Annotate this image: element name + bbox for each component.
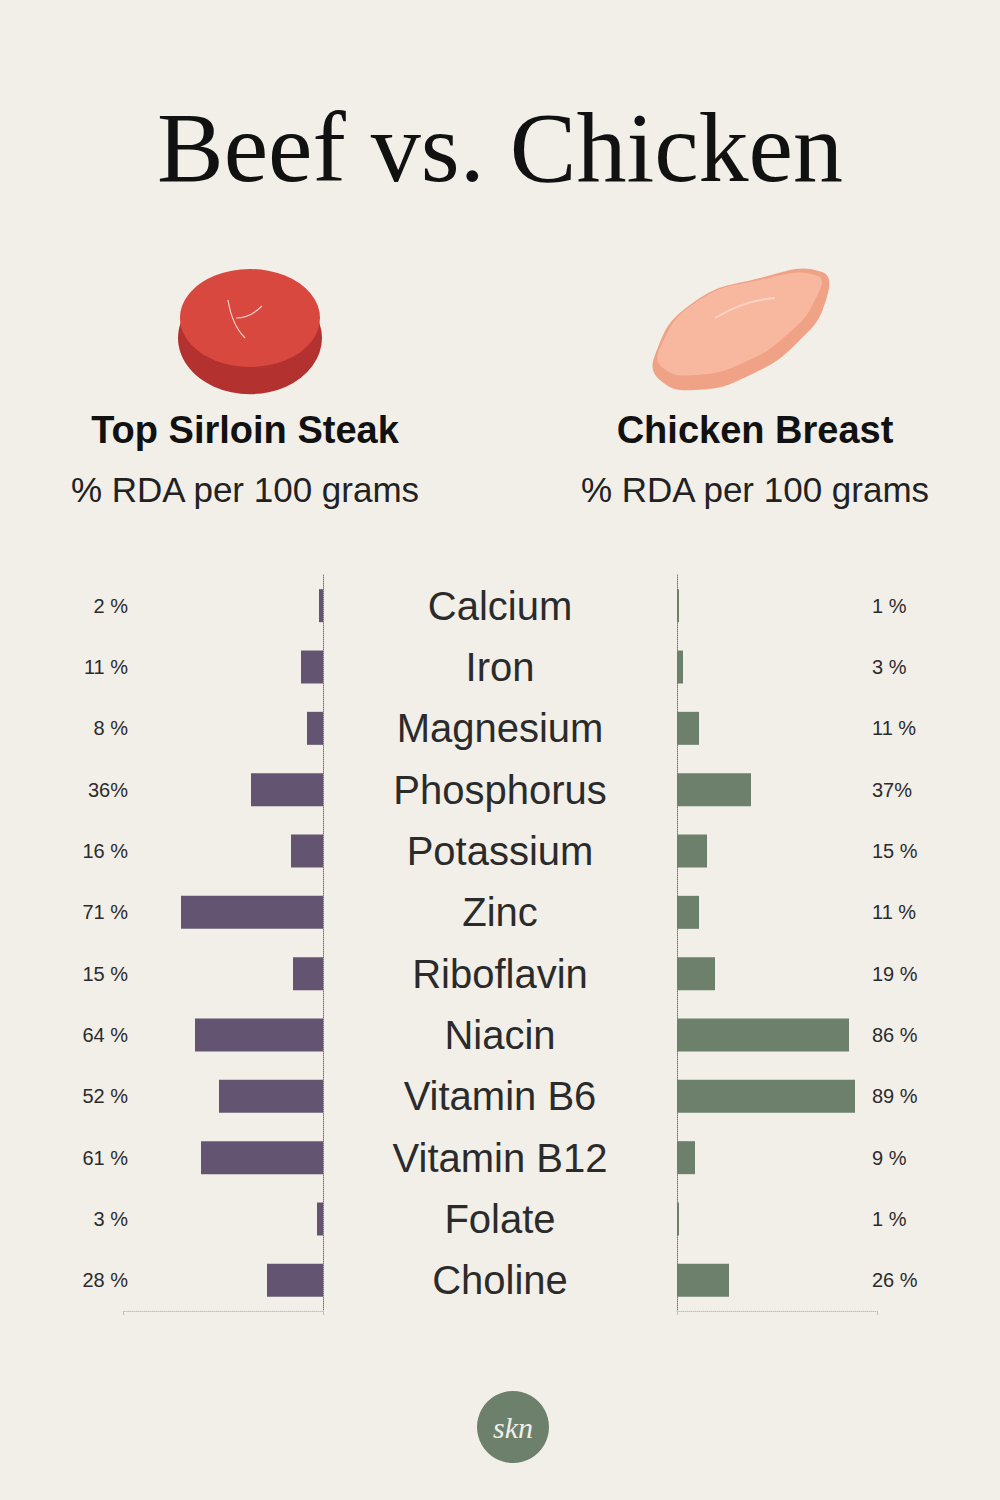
svg-text:2 %: 2 % [94,595,129,617]
svg-text:Vitamin B12: Vitamin B12 [393,1136,608,1180]
svg-text:% RDA per 100 grams: % RDA per 100 grams [71,470,419,509]
svg-text:skn: skn [493,1411,533,1444]
svg-text:11 %: 11 % [872,901,916,923]
svg-text:52 %: 52 % [82,1085,128,1107]
svg-text:Folate: Folate [444,1197,555,1241]
svg-text:Choline: Choline [432,1258,568,1302]
svg-text:Riboflavin: Riboflavin [412,952,588,996]
svg-text:37%: 37% [872,779,912,801]
svg-text:Niacin: Niacin [444,1013,555,1057]
svg-text:3 %: 3 % [94,1208,129,1230]
svg-text:Iron: Iron [466,645,535,689]
svg-text:Beef vs. Chicken: Beef vs. Chicken [157,92,843,203]
svg-text:9 %: 9 % [872,1147,907,1169]
svg-text:% RDA per 100 grams: % RDA per 100 grams [581,470,929,509]
svg-text:11 %: 11 % [84,656,128,678]
svg-text:Potassium: Potassium [407,829,594,873]
svg-text:28 %: 28 % [82,1269,128,1291]
svg-text:Top Sirloin Steak: Top Sirloin Steak [91,409,399,451]
svg-text:3 %: 3 % [872,656,907,678]
svg-text:89 %: 89 % [872,1085,918,1107]
svg-text:64 %: 64 % [82,1024,128,1046]
svg-text:86 %: 86 % [872,1024,918,1046]
svg-text:36%: 36% [88,779,128,801]
svg-text:16 %: 16 % [82,840,128,862]
svg-text:26 %: 26 % [872,1269,918,1291]
svg-text:1 %: 1 % [872,595,907,617]
svg-text:11 %: 11 % [872,717,916,739]
svg-text:61 %: 61 % [82,1147,128,1169]
svg-text:19 %: 19 % [872,963,918,985]
svg-text:Chicken Breast: Chicken Breast [617,409,894,451]
svg-text:Vitamin B6: Vitamin B6 [404,1074,597,1118]
svg-text:15 %: 15 % [872,840,918,862]
svg-text:Zinc: Zinc [462,890,538,934]
svg-text:71 %: 71 % [82,901,128,923]
svg-text:Magnesium: Magnesium [397,706,604,750]
svg-text:15 %: 15 % [82,963,128,985]
svg-text:Phosphorus: Phosphorus [393,768,606,812]
svg-text:1 %: 1 % [872,1208,907,1230]
svg-text:8 %: 8 % [94,717,129,739]
svg-text:Calcium: Calcium [428,584,572,628]
